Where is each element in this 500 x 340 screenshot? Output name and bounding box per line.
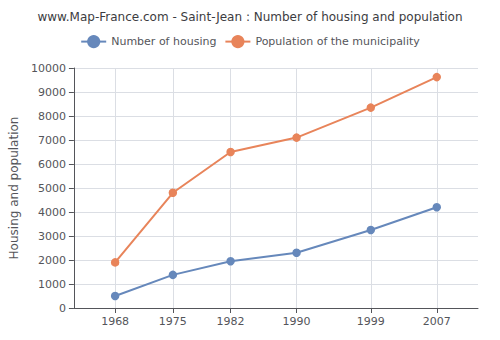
svg-text:1975: 1975	[159, 315, 187, 328]
svg-text:1999: 1999	[357, 315, 385, 328]
svg-text:7000: 7000	[38, 134, 66, 147]
svg-text:1982: 1982	[217, 315, 245, 328]
svg-text:10000: 10000	[31, 62, 66, 75]
svg-text:2007: 2007	[423, 315, 451, 328]
svg-text:1990: 1990	[283, 315, 311, 328]
svg-text:www.Map-France.com - Saint-Jea: www.Map-France.com - Saint-Jean : Number…	[37, 10, 462, 24]
svg-text:9000: 9000	[38, 86, 66, 99]
svg-text:2000: 2000	[38, 254, 66, 267]
svg-text:Population of the municipality: Population of the municipality	[255, 35, 420, 48]
svg-text:1000: 1000	[38, 278, 66, 291]
svg-text:5000: 5000	[38, 182, 66, 195]
svg-text:Housing and population: Housing and population	[7, 117, 21, 260]
svg-text:3000: 3000	[38, 230, 66, 243]
svg-text:1968: 1968	[101, 315, 129, 328]
svg-text:0: 0	[59, 302, 66, 315]
svg-text:Number of housing: Number of housing	[111, 35, 216, 48]
svg-text:4000: 4000	[38, 206, 66, 219]
svg-text:8000: 8000	[38, 110, 66, 123]
svg-text:6000: 6000	[38, 158, 66, 171]
